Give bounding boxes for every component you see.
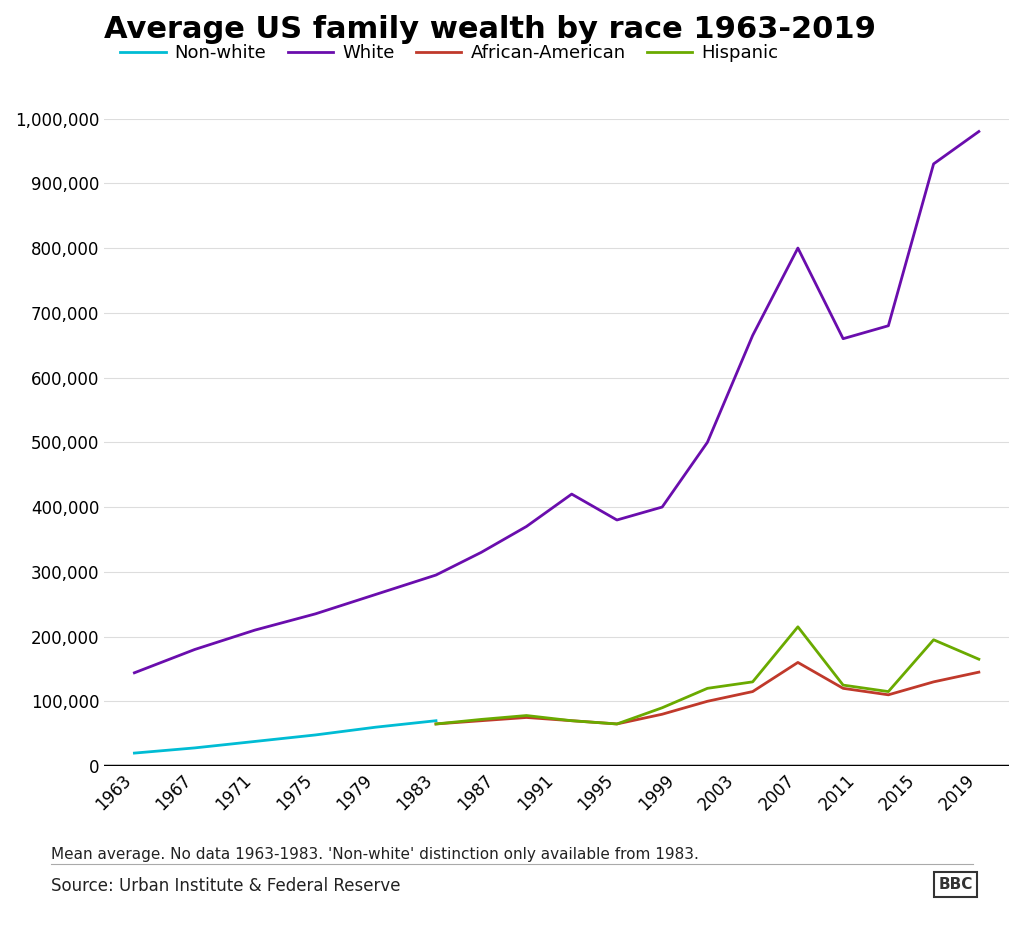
White: [309, 608, 322, 619]
White: [656, 502, 669, 513]
African-American: [610, 719, 623, 730]
Hispanic: [565, 715, 578, 726]
Non-white: [249, 735, 261, 747]
Non-white: [430, 715, 442, 726]
Line: Non-white: Non-white: [134, 721, 436, 753]
Line: White: White: [134, 131, 979, 673]
White: [249, 625, 261, 636]
White: [520, 520, 532, 532]
Line: African-American: African-American: [436, 663, 979, 724]
Hispanic: [746, 676, 759, 687]
White: [883, 320, 895, 331]
Non-white: [370, 722, 382, 733]
Hispanic: [928, 634, 940, 645]
White: [792, 242, 804, 253]
White: [928, 158, 940, 169]
Hispanic: [520, 710, 532, 722]
Text: Mean average. No data 1963-1983. 'Non-white' distinction only available from 198: Mean average. No data 1963-1983. 'Non-wh…: [51, 847, 699, 862]
Hispanic: [656, 702, 669, 713]
African-American: [430, 719, 442, 730]
White: [128, 668, 140, 679]
African-American: [746, 686, 759, 697]
White: [973, 126, 985, 137]
White: [565, 489, 578, 500]
White: [746, 330, 759, 341]
African-American: [565, 715, 578, 726]
Hispanic: [792, 621, 804, 632]
Hispanic: [610, 719, 623, 730]
White: [610, 515, 623, 526]
African-American: [475, 715, 487, 726]
Legend: Non-white, White, African-American, Hispanic: Non-white, White, African-American, Hisp…: [114, 37, 785, 70]
African-American: [973, 667, 985, 678]
Text: Average US family wealth by race 1963-2019: Average US family wealth by race 1963-20…: [104, 15, 877, 44]
Hispanic: [883, 686, 895, 697]
Hispanic: [973, 654, 985, 665]
Hispanic: [430, 719, 442, 730]
Non-white: [309, 729, 322, 740]
Non-white: [188, 742, 201, 753]
White: [837, 333, 849, 344]
Hispanic: [475, 714, 487, 725]
Text: BBC: BBC: [938, 877, 973, 892]
White: [701, 437, 714, 448]
African-American: [701, 695, 714, 707]
African-American: [792, 657, 804, 668]
African-American: [656, 708, 669, 720]
Hispanic: [837, 680, 849, 691]
Line: Hispanic: Hispanic: [436, 627, 979, 724]
African-American: [837, 682, 849, 694]
African-American: [928, 676, 940, 687]
White: [475, 546, 487, 558]
Text: Source: Urban Institute & Federal Reserve: Source: Urban Institute & Federal Reserv…: [51, 877, 400, 895]
Hispanic: [701, 682, 714, 694]
African-American: [883, 689, 895, 700]
Non-white: [128, 748, 140, 759]
African-American: [520, 712, 532, 723]
White: [188, 644, 201, 655]
White: [370, 589, 382, 600]
White: [430, 570, 442, 581]
